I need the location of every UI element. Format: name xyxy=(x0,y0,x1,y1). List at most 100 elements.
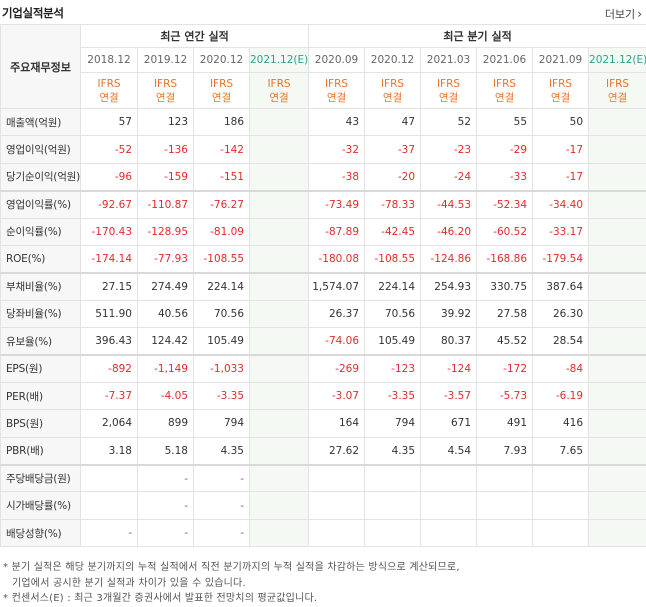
table-row: 유보율(%) 396.43 124.42 105.49 -74.06 105.49 80.3… xyxy=(0,327,646,356)
period-header: 2021.09 xyxy=(532,47,590,73)
row-label: 영업이익률(%) xyxy=(0,189,81,219)
footnote-1-cont: 기업에서 공시한 분기 실적과 차이가 있을 수 있습니다. xyxy=(12,577,246,589)
footnotes: * 분기 실적은 해당 분기까지의 누적 실적에서 직전 분기까지의 누적 실적… xyxy=(3,560,643,607)
table-cell: 45.52 xyxy=(476,327,534,356)
table-cell xyxy=(248,135,310,164)
table-cell: -3.35 xyxy=(364,381,422,411)
table-cell: 80.37 xyxy=(420,327,478,356)
table-cell: -170.43 xyxy=(80,217,138,246)
table-cell xyxy=(308,518,366,548)
ifrs-standard: IFRS xyxy=(436,77,461,90)
period-header: 2021.03 xyxy=(420,47,478,73)
table-cell xyxy=(80,463,138,493)
ifrs-consolidated: 연결 xyxy=(607,91,628,104)
table-cell xyxy=(588,327,646,356)
table-cell: 491 xyxy=(476,409,534,438)
table-cell: 39.92 xyxy=(420,299,478,329)
period-header: 2020.12 xyxy=(193,47,250,73)
table-cell xyxy=(248,107,310,137)
period-header-row: 2018.12 2019.12 2020.12 2021.12(E) 2020.09 20… xyxy=(1,47,646,73)
ifrs-label: IFRS 연결 xyxy=(248,72,310,109)
table-cell: 164 xyxy=(308,409,366,438)
table-cell xyxy=(588,463,646,493)
table-cell xyxy=(420,491,478,520)
period-header: 2021.06 xyxy=(476,47,534,73)
table-cell xyxy=(248,189,310,219)
ifrs-header-row: IFRS 연결 IFRS 연결 IFRS 연결 IFRS 연결 IFRS 연결 IFRS 연결 IFRS… xyxy=(1,72,646,109)
row-label: PER(배) xyxy=(0,381,81,411)
row-label: PBR(배) xyxy=(0,436,81,466)
table-row: 순이익률(%) -170.43 -128.95 -81.09 -87.89 -42.45-… xyxy=(0,217,646,246)
table-cell: 52 xyxy=(420,107,478,137)
footnote-2: * 컨센서스(E) : 최근 3개월간 증권사에서 발표한 전망치의 평균값입니… xyxy=(3,593,318,604)
table-cell: -60.52 xyxy=(476,217,534,246)
table-cell: -892 xyxy=(80,354,138,383)
table-cell: 123 xyxy=(137,107,194,137)
row-label: 매출액(억원) xyxy=(0,107,81,137)
table-cell: -17 xyxy=(532,162,590,192)
table-cell: 27.62 xyxy=(308,436,366,466)
table-cell: 57 xyxy=(80,107,138,137)
table-cell: 330.75 xyxy=(476,271,534,301)
ifrs-label: IFRS 연결 xyxy=(193,72,250,109)
table-cell: -32 xyxy=(308,135,366,164)
table-cell: -77.93 xyxy=(137,244,194,274)
table-cell xyxy=(248,518,310,548)
section-header: 기업실적분석 더보기 › xyxy=(0,0,646,24)
table-cell: -76.27 xyxy=(193,189,250,219)
row-label: EPS(원) xyxy=(0,354,81,383)
table-cell xyxy=(476,491,534,520)
table-row: EPS(원) -892 -1,149 -1,033 -269 -123 -124 -172 -8… xyxy=(0,354,646,383)
table-cell: 7.65 xyxy=(532,436,590,466)
table-cell xyxy=(588,244,646,274)
table-cell xyxy=(248,381,310,411)
table-cell xyxy=(248,162,310,192)
table-cell xyxy=(248,409,310,438)
table-cell: 3.18 xyxy=(80,436,138,466)
table-cell: 47 xyxy=(364,107,422,137)
table-cell xyxy=(588,107,646,137)
table-cell: -1,149 xyxy=(137,354,194,383)
table-cell: 416 xyxy=(532,409,590,438)
ifrs-consolidated: 연결 xyxy=(99,91,119,104)
table-cell: -3.57 xyxy=(420,381,478,411)
table-cell xyxy=(588,491,646,520)
table-cell: -108.55 xyxy=(364,244,422,274)
table-row: 배당성향(%) - - - xyxy=(0,518,646,548)
table-cell: -124 xyxy=(420,354,478,383)
table-cell xyxy=(364,491,422,520)
table-cell: -34.40 xyxy=(532,189,590,219)
ifrs-standard: IFRS xyxy=(97,77,121,90)
period-header: 2020.09 xyxy=(308,47,366,73)
table-cell: -128.95 xyxy=(137,217,194,246)
ifrs-label: IFRS 연결 xyxy=(532,72,590,109)
table-cell: -17 xyxy=(532,135,590,164)
table-cell xyxy=(248,244,310,274)
table-cell: -168.86 xyxy=(476,244,534,274)
table-cell: 50 xyxy=(532,107,590,137)
table-cell: -81.09 xyxy=(193,217,250,246)
period-header: 2021.12(E) xyxy=(588,47,646,73)
table-cell: -74.06 xyxy=(308,327,366,356)
ifrs-standard: IFRS xyxy=(548,77,573,90)
table-cell: -29 xyxy=(476,135,534,164)
table-cell: 396.43 xyxy=(80,327,138,356)
table-cell: 671 xyxy=(420,409,478,438)
more-link[interactable]: 더보기 › xyxy=(605,6,642,22)
table-cell xyxy=(248,436,310,466)
table-cell xyxy=(588,162,646,192)
table-cell: -24 xyxy=(420,162,478,192)
table-cell xyxy=(588,299,646,329)
table-cell: -269 xyxy=(308,354,366,383)
group-header-row: 주요재무정보 최근 연간 실적 최근 분기 실적 xyxy=(0,24,646,109)
table-cell: 43 xyxy=(308,107,366,137)
table-cell: 70.56 xyxy=(193,299,250,329)
table-body: 매출액(억원) 57 123 186 43 47 52 55 50 영업이익(억원) -52 -136… xyxy=(0,107,646,548)
row-label: 시가배당률(%) xyxy=(0,491,81,520)
ifrs-label: IFRS 연결 xyxy=(137,72,194,109)
table-cell xyxy=(248,271,310,301)
table-cell: 27.58 xyxy=(476,299,534,329)
table-cell: -3.35 xyxy=(193,381,250,411)
ifrs-label: IFRS 연결 xyxy=(476,72,534,109)
table-cell xyxy=(588,217,646,246)
